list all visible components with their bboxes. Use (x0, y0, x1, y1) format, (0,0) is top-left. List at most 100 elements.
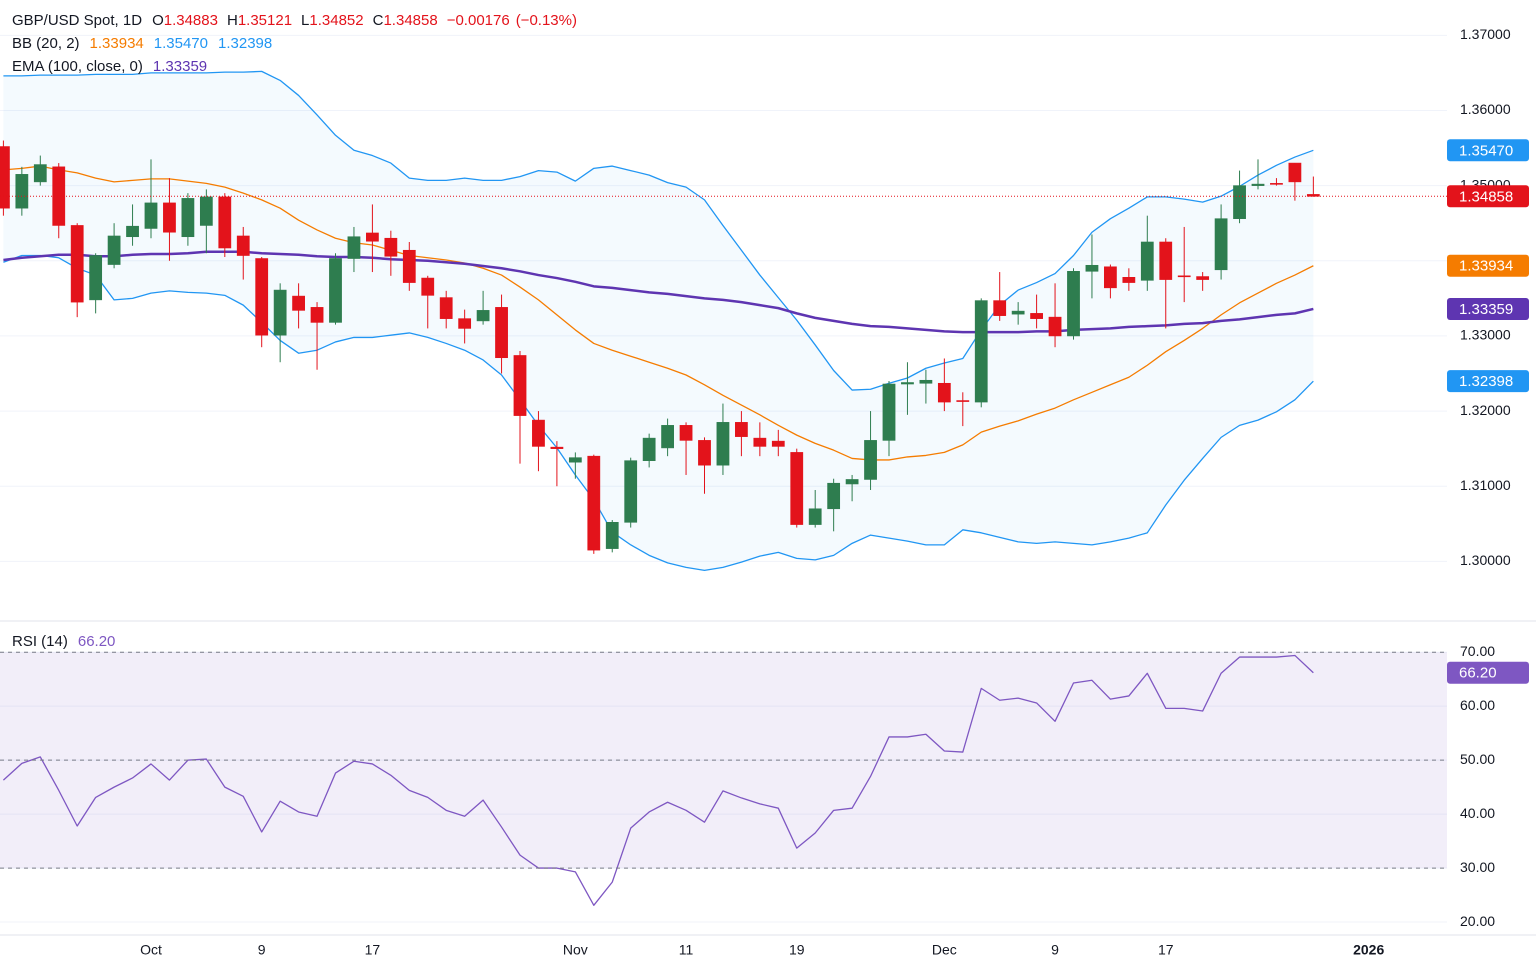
price-badge (1447, 370, 1529, 393)
indicator-line (3, 165, 1314, 461)
legend-text: −0.00176 (447, 12, 510, 29)
candle-body (310, 307, 324, 323)
candle-body (1177, 275, 1191, 278)
candle-body (568, 457, 582, 463)
candle-body (495, 307, 508, 359)
legend-text: 1.32398 (218, 35, 272, 52)
legend-text: 1.34858 (383, 12, 437, 29)
price-badge (1447, 254, 1529, 277)
candle-body (513, 355, 527, 416)
rsi-tick-label: 60.00 (1460, 697, 1495, 713)
candle-body (716, 422, 730, 466)
price-badge (1447, 661, 1529, 684)
rsi-tick-label: 70.00 (1460, 643, 1495, 659)
candle-body (605, 522, 619, 549)
candle-body (1030, 313, 1043, 319)
price-badge (1447, 297, 1529, 320)
candle-body (864, 440, 877, 480)
x-tick-label: 9 (258, 942, 266, 958)
rsi-tick-label: 20.00 (1460, 913, 1495, 929)
candle-body (181, 198, 195, 238)
candle-body (827, 482, 841, 510)
candle-body (1067, 270, 1080, 337)
candle-body (901, 382, 914, 385)
candle-body (624, 460, 638, 523)
y-tick-label: 1.36000 (1460, 101, 1511, 117)
candle-body (790, 452, 804, 525)
legend-text: RSI (14) (12, 633, 68, 650)
candle-body (1251, 183, 1265, 186)
candle-body (458, 318, 472, 329)
candle-body (1214, 218, 1228, 271)
legend-rsi: RSI (14) 66.20 (12, 633, 115, 650)
candle-body (532, 419, 545, 447)
x-tick-label: 9 (1051, 942, 1059, 958)
legend-text: O (152, 12, 164, 29)
overlays-top (0, 195, 1447, 869)
candle-body (439, 297, 453, 319)
y-tick-label: 1.32000 (1460, 402, 1511, 418)
candle-body (70, 225, 84, 303)
candle-body (919, 379, 933, 384)
y-tick-label: 1.33000 (1460, 327, 1511, 343)
badges: 1.33934 1.35470 1.32398 1.33359 1.34858 66.20 (1447, 139, 1529, 684)
candle-body (273, 289, 287, 336)
price-badge-label: 66.20 (1459, 665, 1497, 682)
price-badge-label: 1.34858 (1459, 188, 1513, 205)
indicator-lines (2, 70, 1314, 906)
candle-body (329, 258, 342, 323)
candle-body (1270, 183, 1283, 185)
legend-text: L (301, 12, 309, 29)
candle-body (126, 225, 139, 238)
legend-text: BB (20, 2) (12, 35, 80, 52)
legend-text: 1.33359 (153, 58, 207, 75)
x-tick-label: Oct (140, 942, 162, 958)
rsi-tick-label: 50.00 (1460, 751, 1495, 767)
indicator-line (3, 250, 1314, 334)
candle-body (753, 437, 767, 447)
indicator-line (3, 70, 1314, 391)
legend-text: (−0.13%) (516, 12, 577, 29)
y-tick-label: 1.37000 (1460, 26, 1511, 42)
candle-body (236, 235, 250, 256)
price-badge-label: 1.32398 (1459, 373, 1513, 390)
candle-body (255, 258, 269, 336)
legend-text: 1.34852 (309, 12, 363, 29)
candle-body (1288, 162, 1302, 183)
candle-body (33, 164, 47, 183)
candle-body (1085, 264, 1099, 272)
legend-text: 1.35470 (154, 35, 208, 52)
candles (0, 140, 1320, 554)
legend-indicator: EMA (100, close, 0) 1.33359 (12, 58, 207, 75)
candle-body (698, 440, 711, 466)
candle-body (1048, 316, 1062, 337)
legend-text: GBP/USD Spot, 1D (12, 12, 142, 29)
candle-body (107, 235, 121, 265)
candle-body (993, 300, 1007, 316)
rsi-line (2, 654, 1314, 906)
x-tick-label: 2026 (1353, 942, 1384, 958)
candle-body (1159, 241, 1173, 280)
candle-body (1122, 277, 1136, 283)
candle-body (163, 202, 176, 233)
candle-body (15, 174, 29, 209)
candle-body (144, 202, 158, 229)
x-tick-label: 19 (789, 942, 805, 958)
candle-body (882, 383, 896, 441)
candle-body (218, 196, 232, 249)
candle-body (292, 295, 305, 311)
legend-text: 1.33934 (90, 35, 144, 52)
candle-body (476, 310, 490, 322)
y-tick-label: 1.31000 (1460, 477, 1511, 493)
candle-body (384, 237, 398, 257)
candle-body (52, 166, 66, 226)
candle-body (1104, 266, 1117, 289)
candle-body (937, 382, 951, 403)
candle-body (89, 255, 103, 301)
legend-text: C (373, 12, 384, 29)
y-tick-label: 1.30000 (1460, 552, 1511, 568)
x-tick-label: Nov (563, 942, 588, 958)
candle-body (735, 422, 748, 437)
